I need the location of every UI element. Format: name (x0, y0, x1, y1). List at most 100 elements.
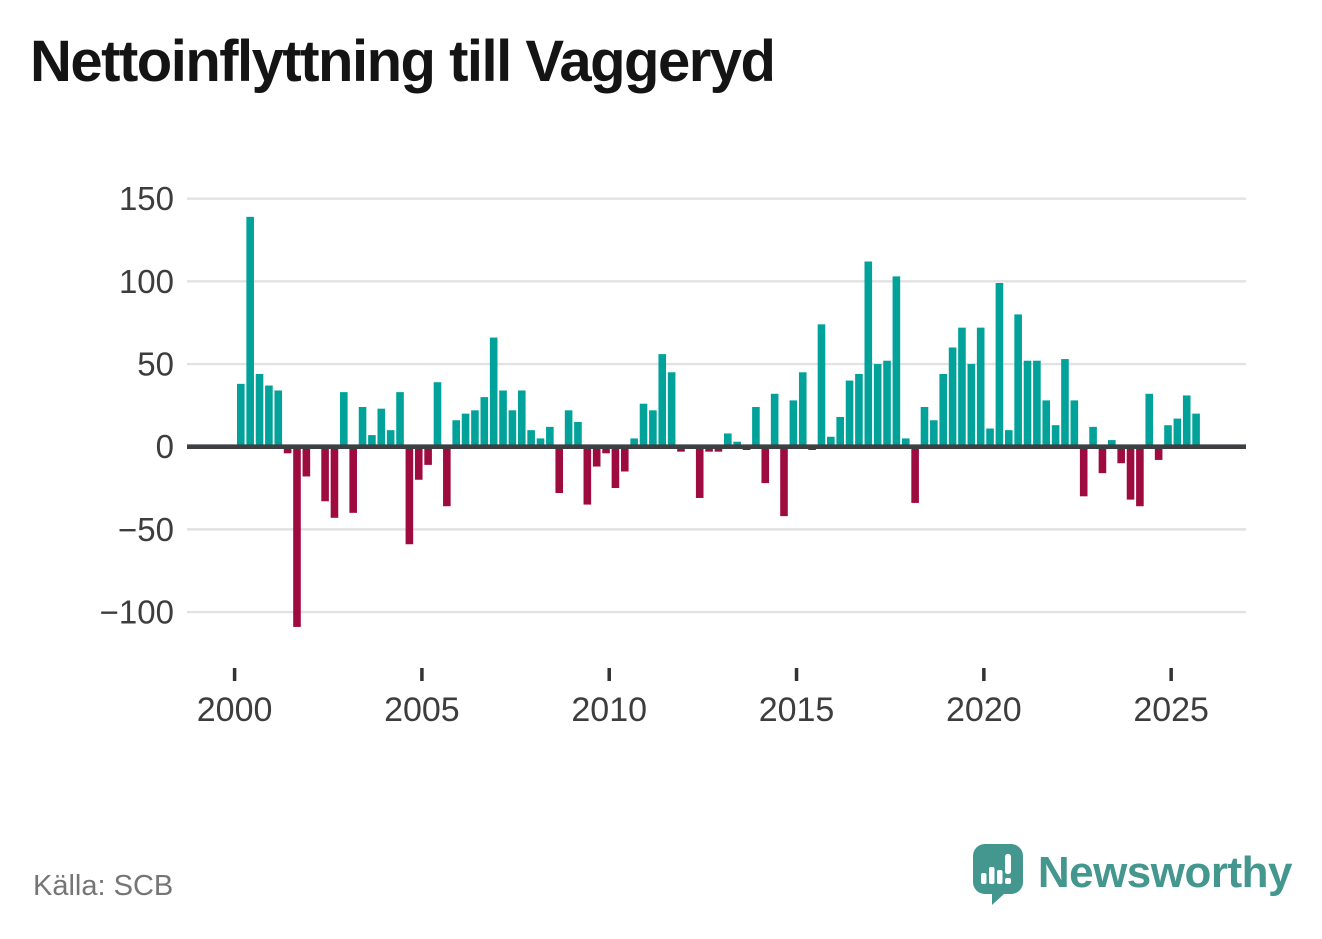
bar-positive (1192, 413, 1200, 447)
bar-positive (827, 436, 835, 447)
bar-negative (1079, 446, 1088, 497)
bar-positive (901, 438, 910, 447)
bar-negative (293, 446, 301, 627)
bar-positive (939, 373, 948, 447)
bar-negative (330, 446, 339, 518)
y-axis-label: −50 (118, 511, 174, 548)
bar-negative (695, 446, 704, 498)
bar-positive (836, 416, 844, 447)
bar-negative (405, 446, 414, 545)
bar-positive (1145, 393, 1154, 447)
net-migration-bar-chart: 150 100 50 0 −50 −100 2000 2005 2010 2015 2020 2025 (100, 180, 1246, 729)
bar-positive (967, 364, 976, 447)
bar-positive (873, 364, 882, 447)
newsworthy-wordmark: Newsworthy (1037, 848, 1293, 897)
bar-negative (911, 446, 919, 503)
bar-positive (340, 392, 348, 447)
bar-negative (714, 446, 723, 452)
bar-positive (255, 373, 264, 447)
bar-positive (1089, 426, 1097, 447)
bar-positive (724, 433, 732, 447)
bar-positive (471, 410, 479, 447)
x-axis-label: 2025 (1133, 691, 1209, 729)
bar-positive (639, 403, 648, 447)
bar-positive (546, 426, 554, 447)
bar-positive (452, 420, 461, 447)
bar-positive (1023, 360, 1032, 447)
newsworthy-branding: Newsworthy (972, 843, 1293, 905)
bar-negative (321, 446, 329, 502)
x-axis-label: 2005 (384, 691, 460, 729)
bar-positive (630, 438, 638, 447)
bar-positive (1051, 425, 1060, 447)
bar-positive (986, 428, 994, 447)
bar-positive (920, 407, 929, 447)
bar-negative (620, 446, 629, 472)
bar-positive (1042, 400, 1051, 447)
bar-positive (433, 382, 442, 447)
y-axis-label: 150 (119, 180, 174, 217)
newsworthy-logo-icon (972, 844, 1023, 905)
bar-positive (855, 373, 863, 447)
bar-negative (1154, 446, 1163, 460)
bar-negative (443, 446, 451, 507)
y-axis-label: 100 (119, 263, 174, 300)
bar-positive (1061, 359, 1069, 447)
bar-positive (574, 421, 582, 447)
bar-positive (958, 327, 966, 447)
bar-positive (368, 435, 376, 447)
bar-positive (667, 372, 676, 447)
bar-negative (424, 446, 432, 465)
bar-negative (780, 446, 788, 517)
bar-positive (1182, 395, 1191, 447)
bar-positive (489, 337, 498, 447)
x-axis-label: 2020 (946, 691, 1022, 729)
bar-positive (883, 360, 891, 447)
y-axis-label: 50 (137, 346, 174, 383)
y-axis-label: 0 (156, 428, 174, 465)
bar-positive (517, 390, 526, 447)
x-axis-label: 2000 (197, 691, 273, 729)
bar-positive (995, 282, 1004, 447)
bar-positive (649, 410, 657, 447)
bar-negative (1126, 446, 1135, 500)
bar-positive (658, 354, 667, 447)
bar-positive (377, 408, 386, 447)
bar-negative (705, 446, 713, 452)
bar-positive (237, 383, 245, 447)
bar-positive (817, 324, 826, 447)
bar-positive (948, 347, 957, 447)
bar-positive (1173, 418, 1182, 447)
bar-positive (508, 410, 517, 447)
bar-positive (798, 372, 807, 447)
x-axis-label: 2010 (571, 691, 647, 729)
bar-positive (864, 261, 873, 447)
bar-negative (414, 446, 423, 480)
bar-positive (752, 407, 760, 447)
bar-positive (386, 430, 395, 447)
bar-positive (536, 438, 545, 447)
bar-negative (1098, 446, 1107, 474)
bar-negative (555, 446, 564, 493)
bar-negative (761, 446, 770, 484)
bar-positive (789, 400, 798, 447)
bar-negative (677, 446, 685, 452)
bar-positive (892, 276, 901, 447)
bar-positive (1014, 314, 1022, 447)
bar-positive (733, 441, 741, 447)
chart-title: Nettoinflyttning till Vaggeryd (30, 29, 776, 94)
bar-positive (930, 420, 938, 447)
bar-negative (283, 446, 292, 454)
bar-negative (602, 446, 610, 454)
bar-negative (592, 446, 601, 467)
bar-positive (845, 380, 854, 447)
bar-positive (396, 392, 404, 447)
bar-negative (302, 446, 311, 477)
bar-positive (461, 413, 470, 447)
bar-positive (1108, 440, 1116, 447)
bar-positive (499, 390, 507, 447)
bar-positive (1164, 425, 1172, 447)
bar-negative (1136, 446, 1144, 507)
bar-positive (1070, 400, 1079, 447)
